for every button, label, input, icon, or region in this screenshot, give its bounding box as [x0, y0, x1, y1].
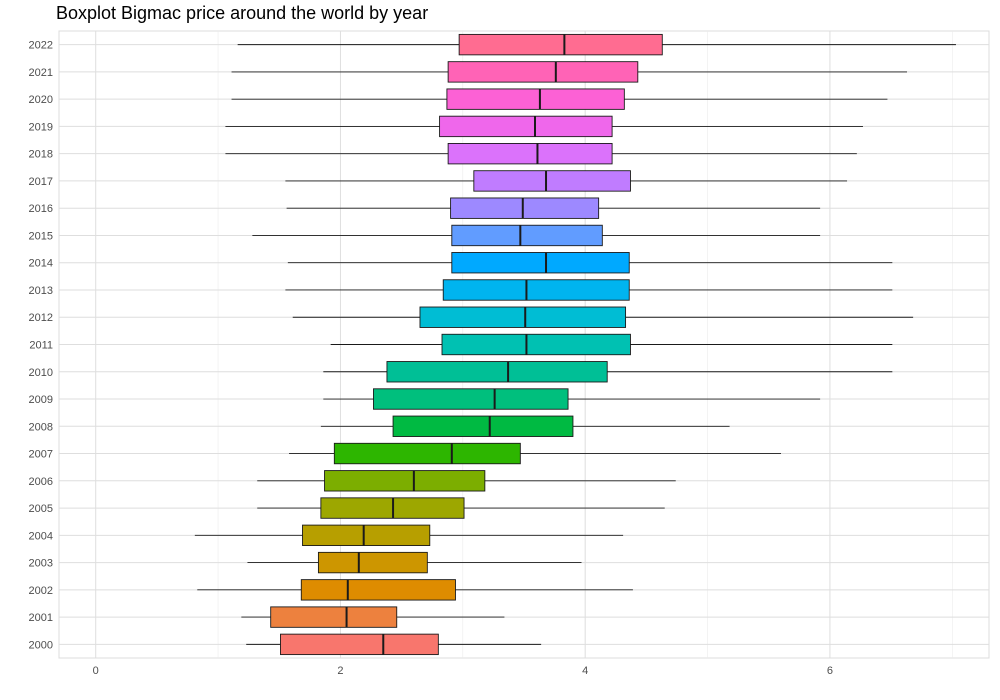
- box-2007: [333, 442, 521, 465]
- y-tick-label-2006: 2006: [29, 476, 53, 488]
- box-2013: [442, 279, 630, 301]
- box-2017: [473, 170, 631, 192]
- box-2000: [280, 633, 439, 656]
- box-2021: [447, 61, 639, 83]
- y-tick-label-2019: 2019: [29, 121, 53, 133]
- y-tick-label-2002: 2002: [29, 585, 53, 597]
- box-2002: [300, 579, 456, 601]
- y-tick-label-2021: 2021: [29, 67, 53, 79]
- box-2012: [419, 306, 627, 328]
- x-tick-label: 4: [582, 665, 588, 677]
- box-2018: [447, 143, 613, 165]
- y-tick-label-2020: 2020: [29, 94, 53, 106]
- y-tick-label-2003: 2003: [29, 558, 53, 570]
- y-tick-label-2016: 2016: [29, 203, 53, 215]
- box-2015: [451, 224, 603, 247]
- y-tick-label-2010: 2010: [29, 367, 53, 379]
- y-tick-label-2009: 2009: [29, 394, 53, 406]
- y-tick-label-2015: 2015: [29, 230, 53, 242]
- box-2001: [270, 606, 398, 628]
- y-tick-label-2004: 2004: [29, 530, 53, 542]
- y-tick-label-2013: 2013: [29, 285, 53, 297]
- y-tick-label-2001: 2001: [29, 612, 53, 624]
- box-2020: [446, 88, 625, 110]
- box-2022: [458, 33, 663, 56]
- box-2004: [302, 524, 431, 546]
- y-tick-label-2005: 2005: [29, 503, 53, 515]
- y-tick-label-2014: 2014: [29, 258, 53, 270]
- x-tick-label: 2: [337, 665, 343, 677]
- chart-title: Boxplot Bigmac price around the world by…: [56, 3, 429, 23]
- box-2003: [317, 551, 428, 574]
- y-tick-label-2017: 2017: [29, 176, 53, 188]
- y-tick-label-2011: 2011: [29, 340, 53, 352]
- box-2006: [324, 470, 486, 492]
- y-tick-label-2000: 2000: [29, 639, 53, 651]
- y-tick-label-2012: 2012: [29, 312, 53, 324]
- box-2010: [386, 361, 608, 383]
- y-tick-label-2018: 2018: [29, 149, 53, 161]
- box-2019: [439, 115, 613, 138]
- box-2009: [373, 388, 569, 410]
- box-2014: [451, 252, 630, 274]
- box-2011: [441, 333, 631, 356]
- x-tick-label: 6: [827, 665, 833, 677]
- box-2016: [450, 197, 600, 219]
- x-tick-label: 0: [93, 665, 99, 677]
- y-tick-label-2008: 2008: [29, 421, 53, 433]
- box-2008: [392, 415, 574, 437]
- y-tick-label-2007: 2007: [29, 449, 53, 461]
- y-tick-label-2022: 2022: [29, 40, 53, 52]
